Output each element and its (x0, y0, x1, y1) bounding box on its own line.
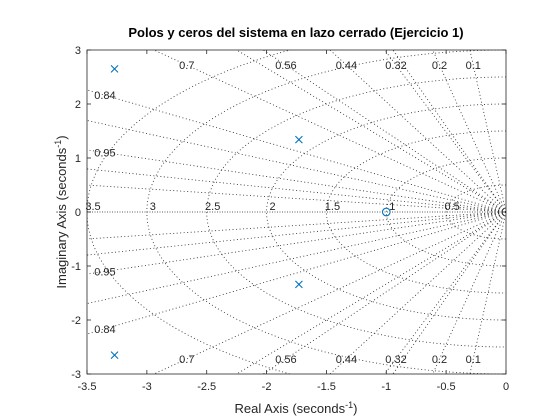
damping-label-top: 0.2 (432, 60, 447, 72)
damping-label-bottom: 0.32 (385, 354, 406, 366)
y-tick-label: -1 (71, 261, 81, 273)
y-axis-label-exponent: -1 (53, 140, 63, 148)
damping-label-left: 0.84 (94, 90, 115, 102)
x-tick-label: 0 (503, 381, 509, 393)
frequency-label: 1 (389, 201, 395, 213)
x-tick-label: -2.5 (197, 381, 216, 393)
grid-lines (87, 50, 506, 374)
frequency-arc (266, 103, 506, 321)
damping-label-bottom: 0.44 (336, 354, 357, 366)
y-axis-label-text: Imaginary Axis (seconds (54, 147, 69, 288)
x-tick-label: -0.5 (437, 381, 456, 393)
chart-title: Polos y ceros del sistema en lazo cerrad… (128, 25, 463, 40)
pole-marker-stroke (295, 280, 303, 289)
y-tick-label: -3 (71, 369, 81, 381)
damping-label-left: 0.95 (94, 148, 115, 160)
x-tick-label: -3.5 (78, 381, 97, 393)
y-tick-label: 2 (75, 99, 81, 111)
y-tick-label: 0 (75, 207, 81, 219)
grid-labels: 0.7 0.7 0.56 0.56 0.44 0.44 0.32 0.32 0.2 0.2 0.1 0… (85, 60, 481, 366)
frequency-label: 2.5 (205, 201, 220, 213)
pole-marker (110, 351, 119, 359)
frequency-arc (206, 76, 506, 348)
frequency-arc (445, 184, 506, 240)
x-tick-label: -1.5 (317, 381, 336, 393)
x-axis-label-text: Real Axis (seconds (235, 401, 346, 416)
damping-ray (87, 211, 506, 240)
damping-ray (87, 184, 506, 213)
x-tick-label: -1 (381, 381, 391, 393)
frequency-arc (146, 50, 506, 374)
damping-label-bottom: 0.1 (466, 354, 481, 366)
damping-label-top: 0.56 (275, 60, 296, 72)
damping-label-bottom: 0.7 (179, 354, 194, 366)
frequency-label: 1.5 (325, 201, 340, 213)
y-tick-label: -2 (71, 315, 81, 327)
y-axis-label-close: ) (54, 135, 69, 139)
frequency-arc (326, 130, 506, 294)
frequency-label: 3 (150, 201, 156, 213)
damping-label-top: 0.7 (179, 60, 194, 72)
damping-ray (469, 50, 506, 213)
damping-ray (87, 149, 506, 213)
pole-marker (295, 280, 303, 289)
damping-label-top: 0.44 (336, 60, 357, 72)
damping-ray (329, 50, 506, 213)
pole-marker (295, 135, 303, 144)
damping-label-left: 0.84 (94, 324, 115, 336)
damping-label-left: 0.95 (94, 266, 115, 278)
frequency-label: 0.5 (444, 201, 459, 213)
frequency-arc (385, 157, 506, 267)
pole-marker-stroke (110, 65, 119, 73)
damping-ray (329, 211, 506, 374)
frequency-label: 3.5 (85, 201, 100, 213)
damping-ray (469, 211, 506, 374)
damping-ray (87, 211, 506, 275)
pole-marker-stroke (295, 135, 303, 144)
frequency-label: 2 (269, 201, 275, 213)
markers (110, 65, 391, 359)
x-tick-label: -3 (142, 381, 152, 393)
axes-box (86, 49, 507, 375)
zero-marker (381, 207, 391, 217)
pole-marker (110, 65, 119, 73)
damping-label-top: 0.32 (385, 60, 406, 72)
y-tick-label: 1 (75, 153, 81, 165)
pole-marker-stroke (110, 351, 119, 359)
damping-label-bottom: 0.56 (275, 354, 296, 366)
x-axis-label-close: ) (353, 401, 357, 416)
x-axis-label-exponent: -1 (345, 400, 353, 410)
y-axis-label: Imaginary Axis (seconds-1) (53, 135, 69, 288)
x-tick-label: -2 (262, 381, 272, 393)
y-tick-label: 3 (75, 45, 81, 57)
x-axis-label: Real Axis (seconds-1) (235, 400, 358, 416)
damping-label-top: 0.1 (466, 60, 481, 72)
damping-label-bottom: 0.2 (432, 354, 447, 366)
